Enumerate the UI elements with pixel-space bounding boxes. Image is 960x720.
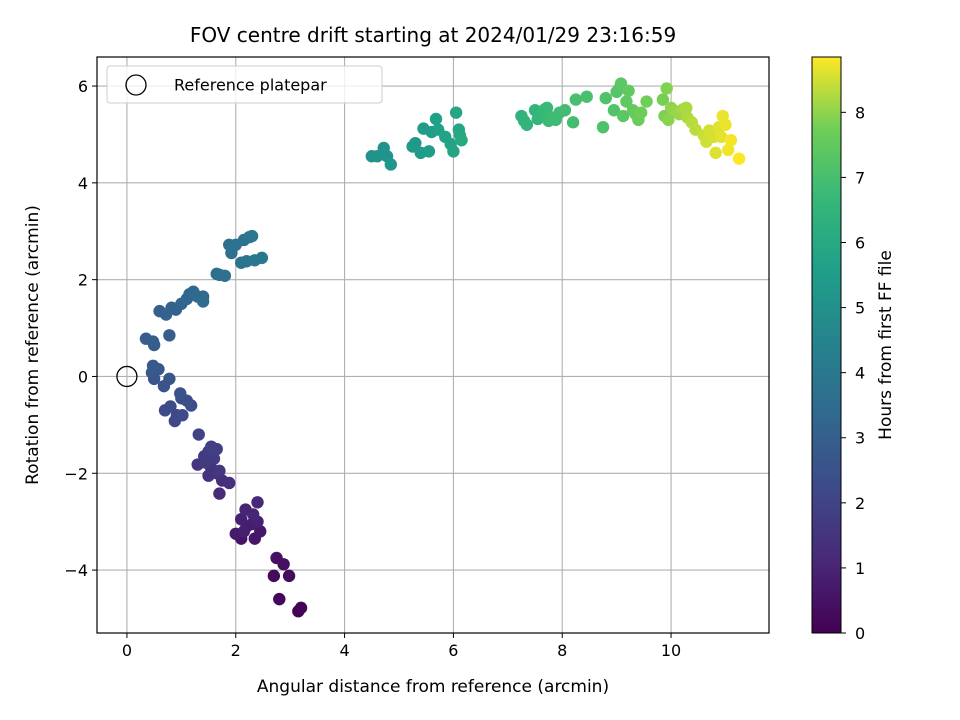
data-point	[223, 476, 236, 490]
data-point	[163, 372, 176, 386]
data-point	[656, 93, 670, 106]
data-point	[255, 251, 269, 265]
x-axis-label: Angular distance from reference (arcmin)	[257, 677, 609, 697]
data-point	[721, 143, 735, 157]
y-tick-label: 4	[78, 174, 88, 193]
data-point	[422, 145, 436, 158]
y-tick-label: −2	[64, 464, 88, 483]
data-point	[146, 359, 160, 373]
data-point	[566, 116, 580, 129]
x-tick-label: 6	[448, 641, 458, 660]
data-point	[719, 118, 732, 131]
data-point	[213, 487, 226, 500]
data-point	[660, 82, 673, 95]
data-point	[616, 109, 630, 123]
colorbar-tick-label: 6	[855, 233, 865, 252]
data-point	[429, 112, 443, 126]
y-axis-label: Rotation from reference (arcmin)	[23, 205, 43, 485]
data-point	[273, 592, 286, 606]
chart-title: FOV centre drift starting at 2024/01/29 …	[190, 23, 676, 47]
x-tick-label: 2	[231, 641, 241, 660]
data-point	[164, 400, 177, 413]
data-point	[270, 551, 283, 565]
data-point	[724, 134, 738, 147]
data-point	[732, 152, 746, 165]
x-tick-label: 8	[557, 641, 567, 660]
data-point	[662, 113, 675, 127]
colorbar-ticks: 0 1 2 3 4 5 6 7 8	[841, 103, 865, 643]
x-tick-label: 10	[661, 641, 681, 660]
colorbar-tick-label: 7	[855, 168, 865, 187]
y-tick-label: 2	[78, 271, 88, 290]
data-point	[640, 95, 653, 108]
data-point	[596, 120, 610, 134]
x-tick-label: 4	[339, 641, 349, 660]
x-tick-label: 0	[122, 641, 132, 660]
data-point	[607, 104, 621, 117]
data-point	[384, 158, 398, 171]
data-point	[251, 496, 264, 509]
data-point	[245, 229, 259, 243]
data-point	[237, 525, 251, 538]
data-point	[680, 101, 693, 115]
data-point	[267, 569, 281, 583]
colorbar-tick-label: 4	[855, 364, 865, 383]
colorbar: 0 1 2 3 4 5 6 7 8 Hours from first FF file	[811, 56, 896, 643]
data-point	[714, 130, 728, 144]
data-point	[254, 525, 267, 538]
data-point	[218, 269, 232, 282]
colorbar-tick-label: 2	[855, 494, 865, 513]
data-point	[569, 93, 583, 106]
data-point	[634, 106, 648, 119]
data-point	[205, 440, 218, 453]
data-point	[192, 428, 205, 441]
colorbar-tick-label: 1	[855, 559, 865, 578]
data-point	[409, 136, 422, 150]
y-axis-ticks: −4 −2 0 2 4 6	[64, 77, 97, 580]
y-tick-label: −4	[64, 561, 88, 580]
grid-lines	[97, 57, 769, 633]
data-point	[176, 408, 189, 422]
y-tick-label: 0	[78, 367, 88, 386]
colorbar-tick-label: 8	[855, 103, 865, 122]
data-point	[558, 104, 572, 117]
data-point	[580, 90, 593, 103]
colorbar-gradient	[811, 56, 842, 634]
data-point	[294, 601, 308, 615]
data-point	[622, 84, 635, 98]
data-point	[520, 118, 534, 131]
data-point	[234, 513, 248, 526]
colorbar-label: Hours from first FF file	[876, 250, 896, 440]
colorbar-tick-label: 0	[855, 624, 865, 643]
colorbar-tick-label: 5	[855, 299, 865, 318]
colorbar-tick-label: 3	[855, 429, 865, 448]
data-point	[163, 329, 176, 342]
legend-box	[106, 65, 383, 104]
legend-label: Reference platepar	[174, 76, 327, 95]
reference-point-marker	[116, 365, 138, 388]
data-point	[196, 295, 210, 308]
data-point	[540, 101, 554, 115]
data-point	[449, 106, 463, 119]
legend-marker	[125, 74, 147, 96]
data-point	[455, 134, 468, 147]
data-point	[599, 91, 612, 105]
data-point	[165, 301, 178, 314]
y-tick-label: 6	[78, 77, 88, 96]
data-point	[213, 464, 226, 478]
plot-frame	[96, 56, 770, 634]
legend: Reference platepar	[106, 65, 383, 104]
data-point	[447, 145, 460, 158]
data-point	[620, 95, 633, 108]
data-point	[246, 508, 260, 521]
data-points	[116, 77, 746, 618]
data-point	[139, 332, 153, 345]
data-point	[174, 387, 187, 400]
x-axis-ticks: 0 2 4 6 8 10	[122, 633, 681, 660]
data-point	[709, 146, 722, 160]
data-point	[282, 569, 296, 583]
